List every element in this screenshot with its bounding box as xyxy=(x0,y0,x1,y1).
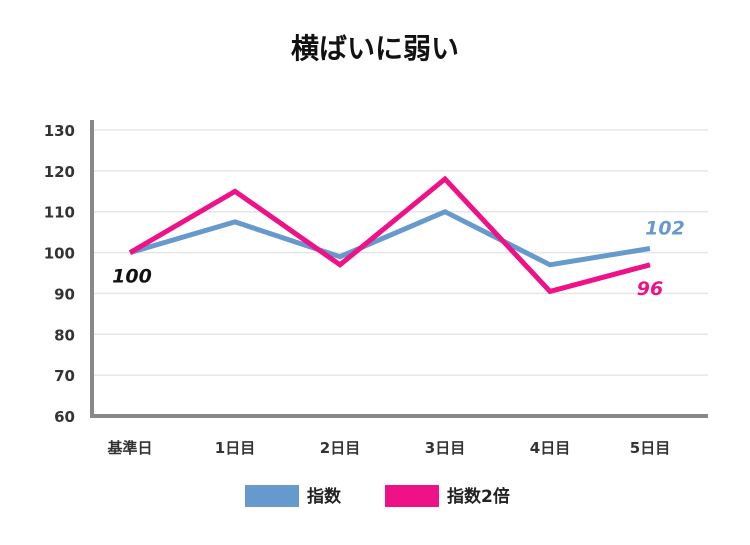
legend-label: 指数 xyxy=(307,486,342,507)
x-tick-label: 2日目 xyxy=(320,439,360,457)
y-tick-label: 110 xyxy=(44,204,75,222)
y-tick-label: 80 xyxy=(54,326,75,344)
y-tick-label: 70 xyxy=(54,367,75,385)
y-tick-label: 120 xyxy=(44,163,75,181)
legend-swatch xyxy=(385,485,439,507)
series-lines xyxy=(128,175,651,295)
series-line-2 xyxy=(128,175,651,295)
data-label: 102 xyxy=(645,217,685,239)
x-axis-ticks: 基準日 1日目 2日目 3日目 4日目 5日目 xyxy=(106,439,670,457)
x-tick-label: 5日目 xyxy=(630,439,670,457)
grid-lines xyxy=(92,129,708,376)
chart-title: 横ばいに弱い xyxy=(291,32,459,65)
x-tick-label: 3日目 xyxy=(425,439,465,457)
x-tick-label: 1日目 xyxy=(215,439,255,457)
data-label: 96 xyxy=(637,278,663,300)
y-tick-label: 60 xyxy=(54,408,75,426)
legend-swatch xyxy=(245,485,299,507)
x-tick-label: 基準日 xyxy=(106,439,152,457)
series-line-1 xyxy=(129,208,651,268)
axes xyxy=(90,120,708,418)
data-label: 100 xyxy=(112,266,152,288)
y-tick-label: 90 xyxy=(54,285,75,303)
x-tick-label: 4日目 xyxy=(530,439,570,457)
data-labels: 100 102 96 xyxy=(112,217,685,299)
legend: 指数 指数2倍 xyxy=(245,485,510,507)
y-tick-label: 130 xyxy=(44,122,75,140)
y-tick-label: 100 xyxy=(44,245,75,263)
y-axis-ticks: 60 70 80 90 100 110 120 130 xyxy=(44,122,75,426)
legend-label: 指数2倍 xyxy=(447,486,510,507)
